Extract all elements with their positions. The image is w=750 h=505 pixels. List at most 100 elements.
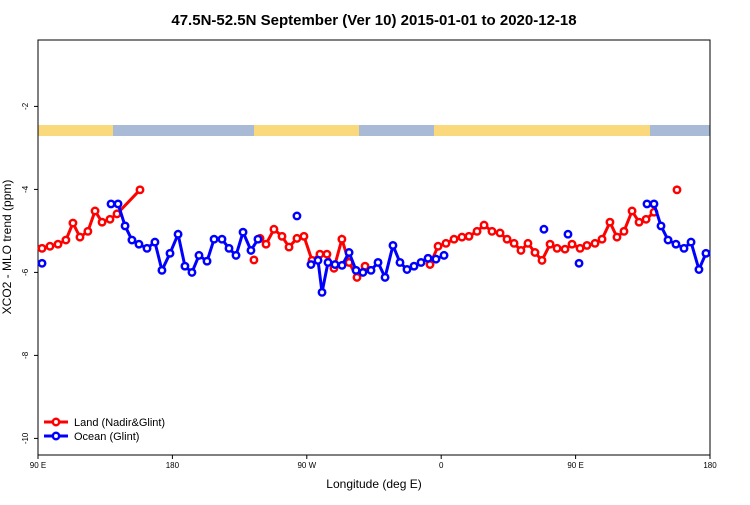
data-point [416, 257, 426, 267]
data-point [238, 227, 248, 237]
data-point [537, 255, 547, 265]
x-tick-label: 90 E [30, 461, 46, 470]
data-point [395, 257, 405, 267]
data-point [605, 217, 615, 227]
data-point [679, 243, 689, 253]
data-point [487, 226, 497, 236]
data-point [105, 214, 115, 224]
data-point [173, 229, 183, 239]
data-point [209, 234, 219, 244]
land-band [38, 125, 113, 136]
data-point [231, 250, 241, 260]
data-point [246, 245, 256, 255]
y-tick-label: -6 [21, 268, 30, 276]
data-point [701, 248, 711, 258]
data-point [641, 214, 651, 224]
data-point [479, 220, 489, 230]
data-point [352, 272, 362, 282]
data-point [634, 217, 644, 227]
x-tick-label: 0 [439, 461, 444, 470]
data-point [509, 238, 519, 248]
data-point [433, 241, 443, 251]
data-point [366, 265, 376, 275]
data-point [202, 256, 212, 266]
data-point [337, 234, 347, 244]
data-point [656, 221, 666, 231]
data-point [439, 250, 449, 260]
x-tick-label: 180 [166, 461, 180, 470]
data-point [402, 265, 412, 274]
data-point [187, 267, 197, 277]
data-point [127, 235, 137, 245]
data-point [431, 254, 441, 264]
data-point [317, 287, 327, 297]
x-tick-label: 90 E [567, 461, 583, 470]
data-point [142, 243, 152, 253]
data-point [627, 206, 637, 216]
data-point [134, 239, 144, 249]
data-point [37, 258, 47, 268]
data-point [619, 226, 629, 236]
data-point [150, 237, 160, 247]
legend-label: Ocean (Glint) [74, 431, 139, 443]
data-point [649, 199, 659, 209]
data-point [75, 232, 85, 242]
data-point [45, 241, 55, 251]
data-point [523, 238, 533, 248]
data-point [530, 248, 540, 257]
data-point [217, 234, 227, 244]
data-point [53, 239, 63, 249]
data-point [575, 243, 585, 253]
data-point [560, 244, 570, 254]
data-point [449, 234, 459, 244]
y-tick-label: -2 [21, 102, 30, 110]
data-point [113, 199, 123, 209]
data-point [388, 240, 398, 250]
data-point [351, 265, 361, 275]
data-point [574, 258, 584, 268]
data-point [409, 261, 419, 271]
data-point [277, 231, 287, 241]
data-point [423, 253, 433, 263]
data-point [545, 239, 555, 249]
data-point [694, 265, 704, 274]
data-point [597, 234, 607, 244]
data-point [120, 221, 130, 231]
data-point [567, 239, 577, 249]
ocean-band [113, 125, 254, 136]
data-point [441, 238, 451, 248]
data-point [224, 243, 234, 253]
data-point [464, 231, 474, 241]
data-point [97, 217, 107, 227]
data-point [165, 248, 175, 258]
data-point [672, 185, 682, 195]
data-point [373, 257, 383, 267]
data-point [180, 261, 190, 271]
data-point [612, 232, 622, 242]
data-point [323, 257, 333, 267]
x-tick-label: 180 [703, 461, 717, 470]
data-point [313, 255, 323, 265]
legend-label: Land (Nadir&Glint) [74, 417, 165, 429]
legend-marker [51, 417, 61, 427]
data-point [552, 243, 562, 253]
data-point [502, 234, 512, 244]
data-point [61, 235, 71, 245]
data-point [83, 226, 93, 236]
data-point [135, 185, 145, 195]
data-point [292, 211, 302, 221]
data-point [306, 260, 316, 269]
data-point [337, 260, 347, 270]
legend-marker [51, 431, 61, 441]
y-axis-label: XCO2 - MLO trend (ppm) [0, 180, 14, 315]
data-point [495, 228, 505, 238]
data-point [344, 248, 354, 257]
ocean-band [359, 125, 434, 136]
data-point [322, 249, 332, 259]
data-point [539, 224, 549, 234]
data-point [284, 242, 294, 252]
data-point [472, 226, 482, 236]
data-point [663, 235, 673, 245]
